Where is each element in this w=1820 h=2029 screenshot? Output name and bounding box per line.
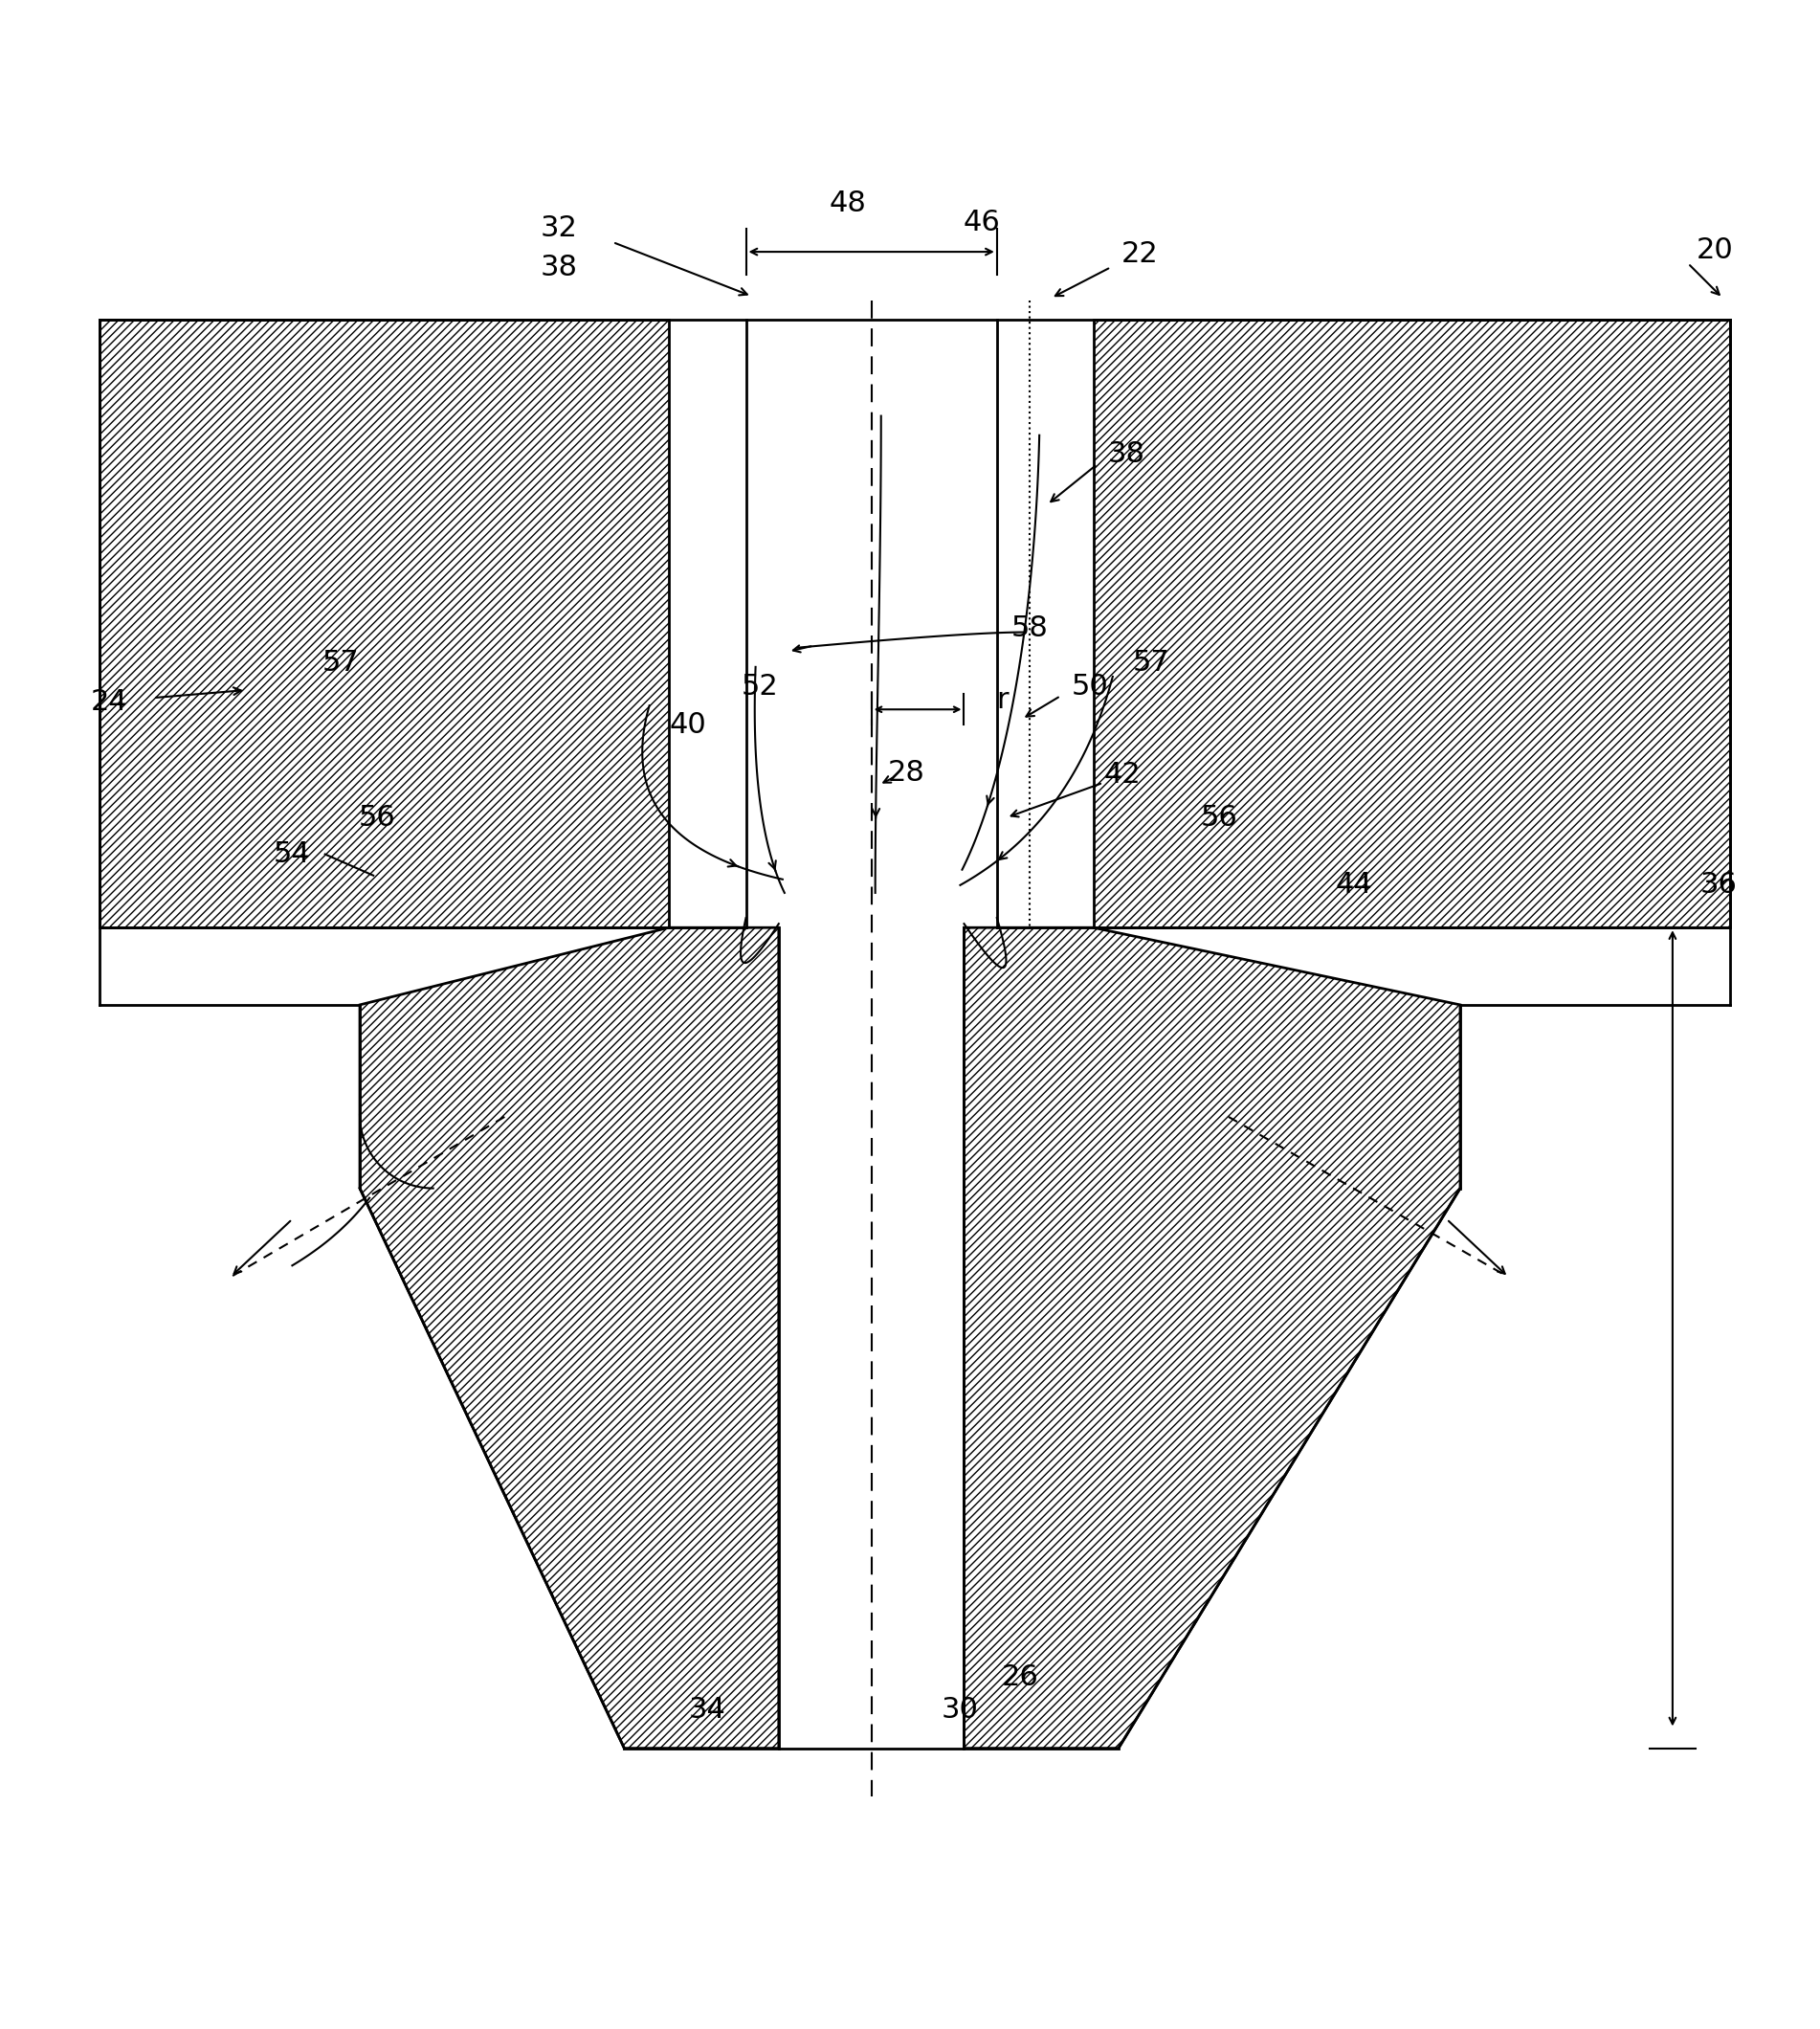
Text: 28: 28 xyxy=(888,759,925,787)
Text: 40: 40 xyxy=(670,710,706,739)
Text: r: r xyxy=(997,686,1008,714)
Text: 36: 36 xyxy=(1700,870,1738,899)
Text: 52: 52 xyxy=(741,672,777,700)
Text: 30: 30 xyxy=(941,1696,979,1723)
Polygon shape xyxy=(360,927,779,1749)
Polygon shape xyxy=(965,927,1460,1749)
Text: 56: 56 xyxy=(359,803,395,832)
Polygon shape xyxy=(1094,319,1731,927)
Text: 22: 22 xyxy=(1121,239,1158,268)
Text: 56: 56 xyxy=(1201,803,1238,832)
Text: 57: 57 xyxy=(322,649,359,678)
Text: 42: 42 xyxy=(1103,761,1141,789)
Text: 32: 32 xyxy=(541,215,577,243)
Text: 54: 54 xyxy=(273,840,311,868)
Text: 38: 38 xyxy=(1108,440,1145,469)
Text: 38: 38 xyxy=(541,254,577,282)
Text: 34: 34 xyxy=(688,1696,726,1723)
Text: 44: 44 xyxy=(1336,870,1372,899)
Text: 50: 50 xyxy=(1070,672,1108,700)
Text: 57: 57 xyxy=(1132,649,1170,678)
Text: 48: 48 xyxy=(830,189,866,217)
Text: 46: 46 xyxy=(963,209,999,237)
Text: 26: 26 xyxy=(1001,1664,1039,1690)
Text: 58: 58 xyxy=(1012,615,1048,643)
Text: 20: 20 xyxy=(1696,235,1734,264)
Text: 24: 24 xyxy=(91,688,127,716)
Polygon shape xyxy=(98,319,668,927)
